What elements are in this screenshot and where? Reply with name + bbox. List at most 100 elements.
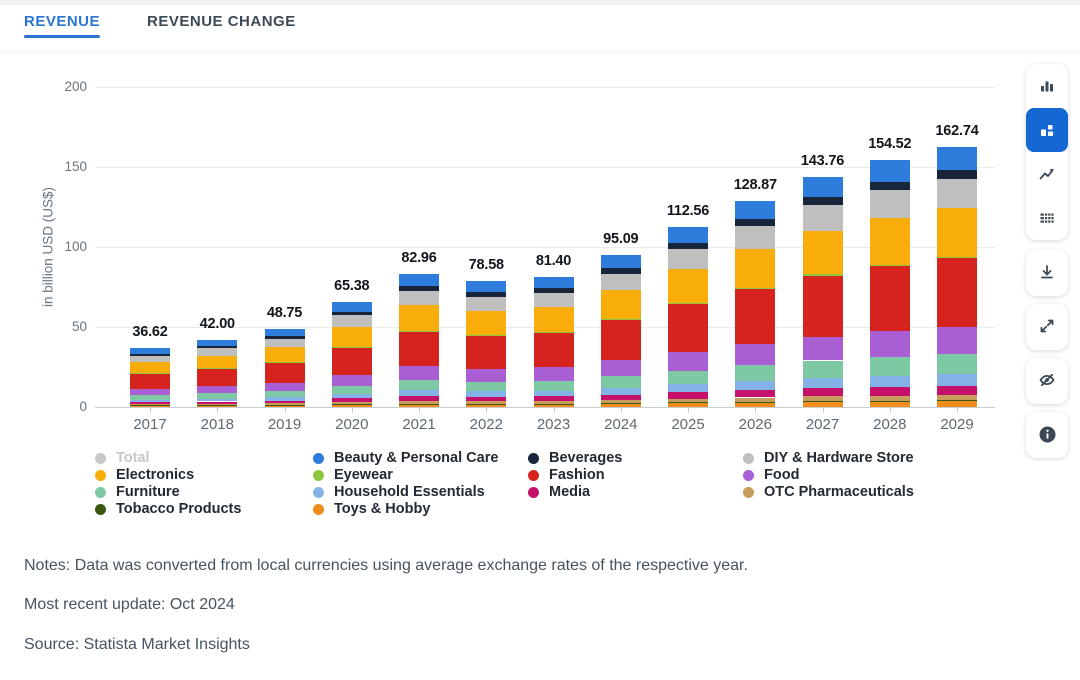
bar-segment-beauty-personal-care[interactable]	[668, 226, 708, 243]
bar-segment-food[interactable]	[533, 367, 574, 381]
bar-segment-food[interactable]	[735, 343, 776, 366]
bar-segment-media[interactable]	[668, 392, 708, 399]
legend-item-media[interactable]: Media	[528, 484, 590, 501]
legend-item-beverages[interactable]: Beverages	[528, 450, 622, 467]
bar-segment-household-essentials[interactable]	[668, 384, 708, 393]
bar-segment-toys-hobby[interactable]	[937, 401, 977, 407]
bar-segment-toys-hobby[interactable]	[869, 401, 910, 407]
legend-item-toys-hobby[interactable]: Toys & Hobby	[313, 501, 430, 518]
bar-segment-furniture[interactable]	[264, 391, 305, 398]
bar-segment-tobacco-products[interactable]	[668, 402, 708, 404]
bar-segment-furniture[interactable]	[533, 380, 574, 391]
bar-segment-beauty-personal-care[interactable]	[600, 254, 641, 269]
bar-segment-electronics[interactable]	[735, 249, 776, 289]
bar-segment-beverages[interactable]	[600, 268, 641, 274]
bar-segment-beauty-personal-care[interactable]	[533, 276, 574, 289]
bar-segment-food[interactable]	[466, 368, 507, 382]
bar-segment-beauty-personal-care[interactable]	[466, 281, 507, 293]
bar-segment-otc-pharmaceuticals[interactable]	[466, 401, 507, 404]
bar-segment-otc-pharmaceuticals[interactable]	[668, 398, 708, 403]
bar-segment-media[interactable]	[869, 386, 910, 396]
bar-segment-food[interactable]	[264, 383, 305, 392]
bar-segment-otc-pharmaceuticals[interactable]	[600, 400, 641, 404]
bar-segment-beverages[interactable]	[331, 311, 372, 316]
bar-segment-electronics[interactable]	[130, 362, 170, 374]
bar-segment-toys-hobby[interactable]	[130, 405, 170, 407]
download-button[interactable]	[1026, 250, 1068, 294]
table-button[interactable]	[1026, 196, 1068, 240]
legend-item-electronics[interactable]: Electronics	[95, 467, 194, 484]
bar-segment-beverages[interactable]	[869, 181, 910, 191]
bar-segment-beauty-personal-care[interactable]	[130, 348, 170, 354]
bar-segment-toys-hobby[interactable]	[466, 404, 507, 407]
legend-item-diy-hardware-store[interactable]: DIY & Hardware Store	[743, 450, 914, 467]
bar-segment-furniture[interactable]	[399, 380, 439, 391]
bar-segment-electronics[interactable]	[264, 347, 305, 363]
bar-segment-toys-hobby[interactable]	[668, 403, 708, 407]
bar-segment-beauty-personal-care[interactable]	[399, 274, 439, 286]
bar-segment-furniture[interactable]	[331, 385, 372, 394]
bar-segment-diy-hardware-store[interactable]	[466, 296, 507, 311]
bar-segment-eyewear[interactable]	[869, 264, 910, 266]
bar-segment-furniture[interactable]	[130, 395, 170, 400]
bar-segment-tobacco-products[interactable]	[937, 400, 977, 402]
bar-segment-fashion[interactable]	[735, 289, 776, 344]
bar-segment-tobacco-products[interactable]	[399, 403, 439, 405]
legend-item-tobacco-products[interactable]: Tobacco Products	[95, 501, 241, 518]
bar-segment-electronics[interactable]	[600, 290, 641, 320]
bar-segment-fashion[interactable]	[802, 275, 843, 337]
legend-item-food[interactable]: Food	[743, 467, 799, 484]
legend-item-household-essentials[interactable]: Household Essentials	[313, 484, 485, 501]
bar-segment-diy-hardware-store[interactable]	[197, 348, 238, 356]
line-chart-button[interactable]	[1026, 152, 1068, 196]
bar-segment-beverages[interactable]	[533, 288, 574, 293]
bar-segment-food[interactable]	[399, 366, 439, 381]
bar-segment-otc-pharmaceuticals[interactable]	[264, 403, 305, 405]
bar-segment-otc-pharmaceuticals[interactable]	[937, 395, 977, 401]
bar-segment-electronics[interactable]	[869, 217, 910, 265]
bar-segment-beverages[interactable]	[668, 242, 708, 250]
bar-segment-furniture[interactable]	[937, 354, 977, 375]
stacked-chart-button[interactable]	[1026, 108, 1068, 152]
tab-revenue[interactable]: REVENUE	[24, 13, 101, 44]
fullscreen-button[interactable]	[1026, 304, 1068, 348]
bar-segment-eyewear[interactable]	[668, 303, 708, 305]
bar-segment-media[interactable]	[533, 396, 574, 401]
bar-segment-fashion[interactable]	[399, 331, 439, 367]
bar-segment-beverages[interactable]	[399, 285, 439, 291]
bar-segment-household-essentials[interactable]	[533, 390, 574, 397]
bar-segment-electronics[interactable]	[668, 269, 708, 304]
column-chart-button[interactable]	[1026, 64, 1068, 108]
bar-segment-diy-hardware-store[interactable]	[668, 249, 708, 270]
bar-segment-media[interactable]	[197, 401, 238, 404]
bar-segment-otc-pharmaceuticals[interactable]	[735, 397, 776, 402]
bar-segment-toys-hobby[interactable]	[399, 404, 439, 407]
bar-segment-tobacco-products[interactable]	[466, 403, 507, 405]
bar-segment-fashion[interactable]	[130, 373, 170, 390]
bar-segment-household-essentials[interactable]	[466, 391, 507, 397]
bar-segment-beverages[interactable]	[264, 335, 305, 339]
bar-segment-fashion[interactable]	[533, 332, 574, 368]
bar-segment-fashion[interactable]	[869, 265, 910, 332]
bar-segment-media[interactable]	[399, 396, 439, 401]
bar-segment-fashion[interactable]	[264, 362, 305, 384]
bar-segment-eyewear[interactable]	[802, 274, 843, 276]
bar-segment-eyewear[interactable]	[466, 334, 507, 336]
bar-segment-household-essentials[interactable]	[130, 399, 170, 403]
bar-segment-electronics[interactable]	[937, 207, 977, 258]
bar-segment-diy-hardware-store[interactable]	[130, 355, 170, 363]
bar-segment-food[interactable]	[937, 327, 977, 355]
bar-segment-household-essentials[interactable]	[600, 387, 641, 395]
tab-revenue-change[interactable]: REVENUE CHANGE	[147, 13, 296, 44]
bar-segment-media[interactable]	[331, 398, 372, 403]
bar-segment-fashion[interactable]	[466, 335, 507, 369]
bar-segment-media[interactable]	[600, 394, 641, 400]
bar-segment-eyewear[interactable]	[533, 331, 574, 333]
bar-segment-furniture[interactable]	[466, 381, 507, 392]
bar-segment-eyewear[interactable]	[600, 319, 641, 321]
bar-segment-eyewear[interactable]	[331, 346, 372, 348]
bar-segment-furniture[interactable]	[735, 365, 776, 381]
bar-segment-fashion[interactable]	[197, 368, 238, 387]
bar-segment-otc-pharmaceuticals[interactable]	[533, 401, 574, 404]
bar-segment-beauty-personal-care[interactable]	[331, 302, 372, 312]
